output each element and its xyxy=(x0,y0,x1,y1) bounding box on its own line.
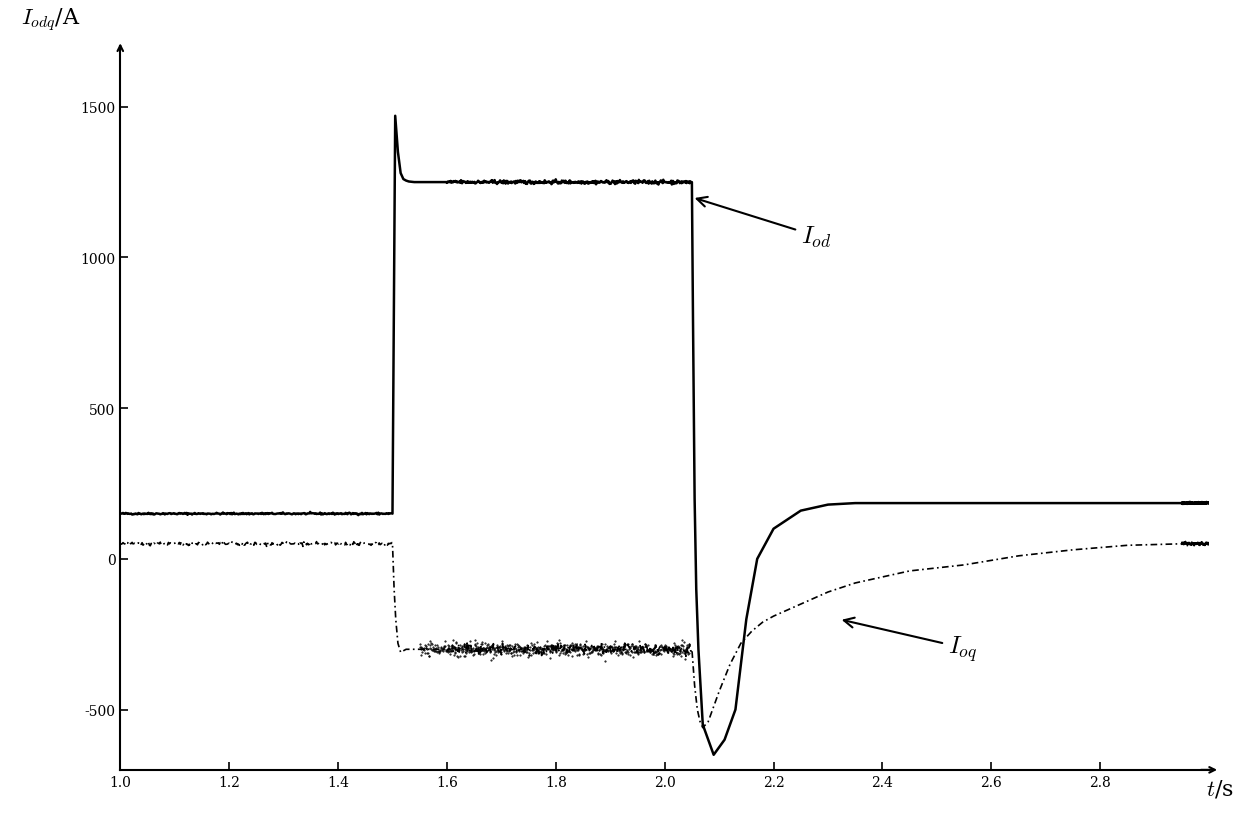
X-axis label: $t$/s: $t$/s xyxy=(1207,777,1234,799)
Y-axis label: $I_{odq}$/A: $I_{odq}$/A xyxy=(21,6,81,33)
Text: $I_{od}$: $I_{od}$ xyxy=(697,197,831,249)
Text: $I_{oq}$: $I_{oq}$ xyxy=(844,618,977,663)
